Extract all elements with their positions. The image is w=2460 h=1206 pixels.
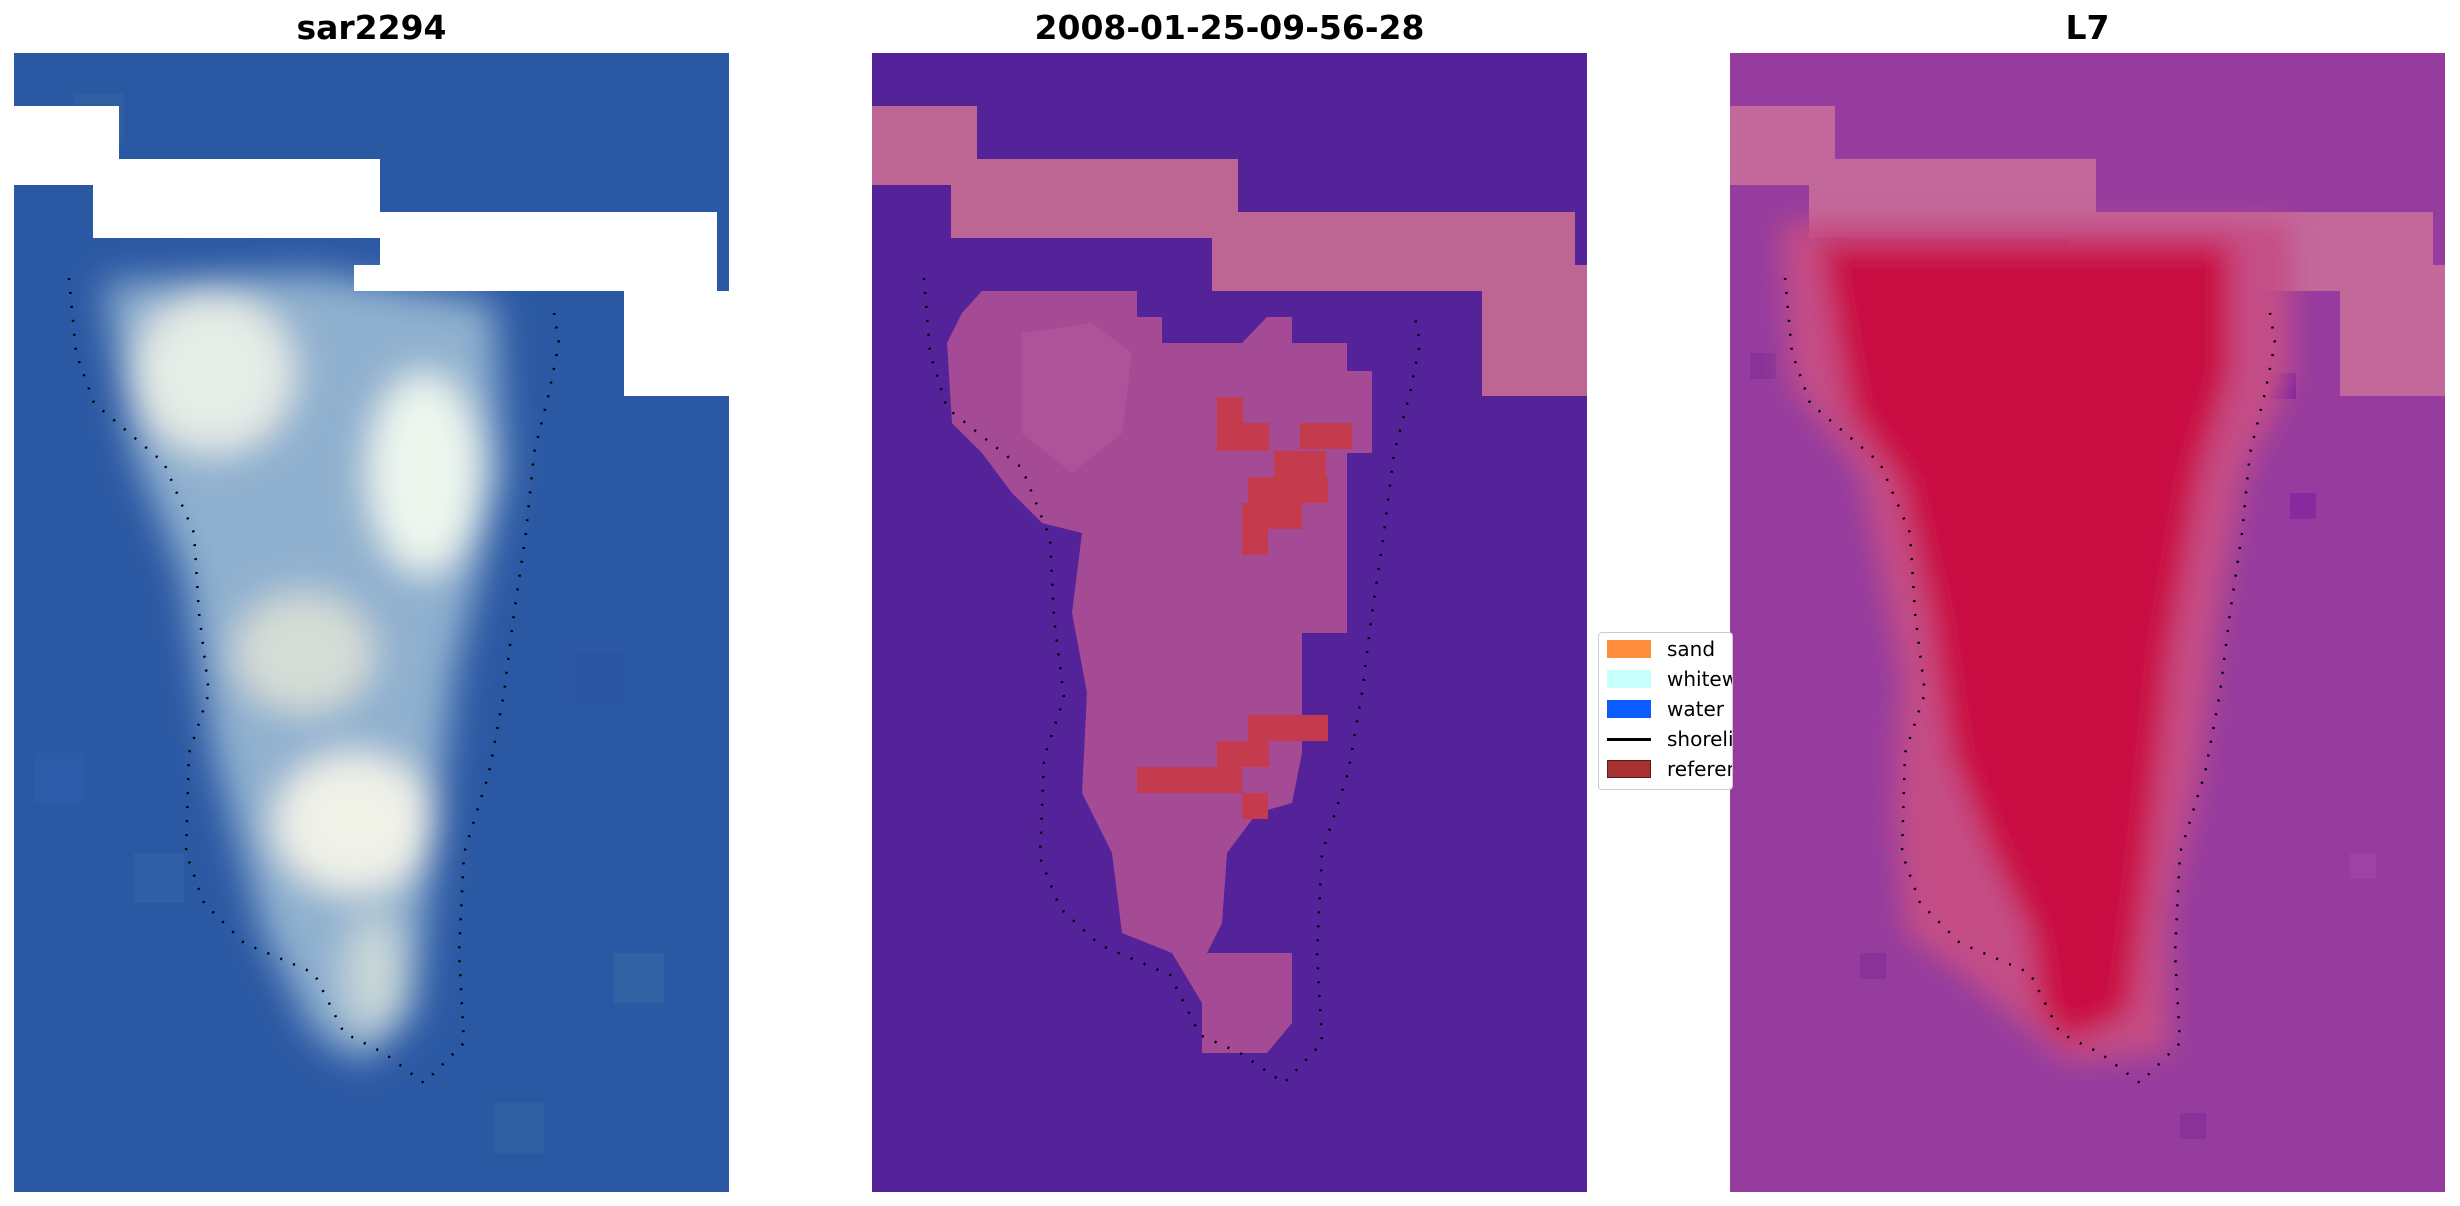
- satellite-image: [14, 53, 729, 1192]
- legend-item-shoreline: shoreline: [1607, 725, 1733, 753]
- shoreline-line: [1607, 737, 1651, 741]
- legend-label: sand: [1667, 637, 1716, 661]
- panel-title-3: L7: [2065, 8, 2110, 47]
- classified-image: [872, 53, 1587, 1192]
- legend-label: shoreline: [1667, 727, 1733, 751]
- whitewater-swatch: [1607, 670, 1651, 688]
- legend-item-water: water: [1607, 695, 1724, 723]
- probability-panel: [1730, 53, 2445, 1192]
- probability-image: [1730, 53, 2445, 1192]
- water-swatch: [1607, 700, 1651, 718]
- legend-item-reference: reference: [1607, 755, 1732, 783]
- reference-swatch: [1607, 760, 1651, 778]
- legend-item-sand: sand: [1607, 635, 1715, 663]
- legend-label: reference: [1667, 757, 1732, 781]
- panel-title-1: sar2294: [296, 8, 447, 47]
- legend-label: water: [1667, 697, 1724, 721]
- sand-swatch: [1607, 640, 1651, 658]
- satellite-image-panel: [14, 53, 729, 1192]
- classified-image-panel: [872, 53, 1587, 1192]
- panel-title-2: 2008-01-25-09-56-28: [1034, 8, 1425, 47]
